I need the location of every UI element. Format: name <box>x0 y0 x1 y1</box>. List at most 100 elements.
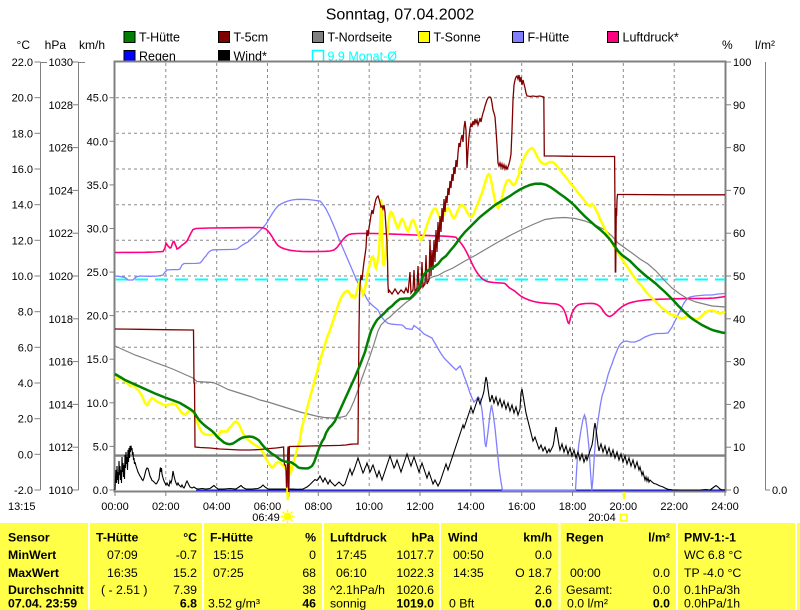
svg-text:02:00: 02:00 <box>152 501 180 513</box>
svg-text:0.0: 0.0 <box>93 485 108 497</box>
svg-text:hPa: hPa <box>45 38 67 52</box>
svg-text:80: 80 <box>733 143 745 155</box>
svg-text:O 18.7: O 18.7 <box>515 566 552 580</box>
svg-text:1020: 1020 <box>49 271 73 283</box>
svg-text:8.0: 8.0 <box>18 307 33 319</box>
svg-text:04:00: 04:00 <box>203 501 231 513</box>
svg-text:5.0: 5.0 <box>93 441 108 453</box>
svg-text:%: % <box>722 38 733 52</box>
svg-text:14:35: 14:35 <box>453 566 484 580</box>
svg-text:Wind*: Wind* <box>234 50 267 64</box>
svg-text:0.0: 0.0 <box>535 548 552 562</box>
svg-text:35.0: 35.0 <box>87 180 108 192</box>
svg-text:0.0: 0.0 <box>653 566 670 580</box>
svg-text:-2.0: -2.0 <box>14 485 33 497</box>
svg-text:1018: 1018 <box>49 314 73 326</box>
svg-text:16.0: 16.0 <box>12 164 33 176</box>
svg-text:1010: 1010 <box>49 485 73 497</box>
svg-text:PMV-1:-1: PMV-1:-1 <box>684 531 736 545</box>
svg-text:07.04. 23:59: 07.04. 23:59 <box>8 597 77 610</box>
svg-text:18.0: 18.0 <box>12 128 33 140</box>
svg-text:40.0: 40.0 <box>87 136 108 148</box>
svg-text:46: 46 <box>302 597 316 610</box>
svg-text:Regen: Regen <box>139 50 176 64</box>
svg-text:06:49: 06:49 <box>252 512 280 524</box>
svg-text:1016: 1016 <box>49 357 73 369</box>
svg-text:^2.1hPa/h: ^2.1hPa/h <box>330 583 385 597</box>
svg-text:6.8: 6.8 <box>180 597 197 610</box>
svg-text:16:35: 16:35 <box>107 566 138 580</box>
svg-text:10.0: 10.0 <box>87 398 108 410</box>
svg-text:07:25: 07:25 <box>213 566 244 580</box>
svg-text:Regen: Regen <box>566 531 604 545</box>
svg-text:Sensor: Sensor <box>8 531 50 545</box>
svg-text:0.0: 0.0 <box>18 449 33 461</box>
svg-text:3.52 g/m³: 3.52 g/m³ <box>208 597 260 610</box>
svg-text:10:00: 10:00 <box>355 501 383 513</box>
svg-text:16:00: 16:00 <box>508 501 536 513</box>
svg-text:00:00: 00:00 <box>101 501 129 513</box>
svg-text:30.0: 30.0 <box>87 224 108 236</box>
svg-text:T-Hütte: T-Hütte <box>96 531 139 545</box>
svg-text:10: 10 <box>733 442 745 454</box>
svg-text:MaxWert: MaxWert <box>8 566 59 580</box>
svg-text:1030: 1030 <box>49 57 73 69</box>
svg-text:22.0: 22.0 <box>12 57 33 69</box>
svg-text:1014: 1014 <box>49 399 73 411</box>
svg-text:T-Nordseite: T-Nordseite <box>328 31 393 45</box>
svg-text:20:04: 20:04 <box>588 512 616 524</box>
svg-text:TP -4.0 °C: TP -4.0 °C <box>684 566 741 580</box>
svg-text:100: 100 <box>733 57 751 69</box>
svg-text:40: 40 <box>733 314 745 326</box>
svg-text:km/h: km/h <box>523 531 552 545</box>
svg-text:T-5cm: T-5cm <box>234 31 269 45</box>
svg-text:1026: 1026 <box>49 143 73 155</box>
svg-text:30: 30 <box>733 357 745 369</box>
svg-text:22:00: 22:00 <box>660 501 688 513</box>
svg-text:T-Sonne: T-Sonne <box>434 31 481 45</box>
svg-text:0.0 l/m²: 0.0 l/m² <box>567 597 608 610</box>
svg-text:l/m²: l/m² <box>755 38 775 52</box>
svg-text:l/m²: l/m² <box>648 531 670 545</box>
svg-text:%: % <box>305 531 316 545</box>
svg-text:10.0: 10.0 <box>12 271 33 283</box>
svg-text:08:00: 08:00 <box>305 501 333 513</box>
svg-text:17:45: 17:45 <box>336 548 367 562</box>
svg-text:Gesamt:: Gesamt: <box>566 583 612 597</box>
svg-text:F-Hütte: F-Hütte <box>210 531 253 545</box>
svg-text:1022.3: 1022.3 <box>396 566 434 580</box>
svg-text:1022: 1022 <box>49 228 73 240</box>
svg-text:9.9 Monat-Ø: 9.9 Monat-Ø <box>328 50 398 64</box>
svg-text:25.0: 25.0 <box>87 267 108 279</box>
svg-text:°C: °C <box>183 531 197 545</box>
svg-text:38: 38 <box>302 583 316 597</box>
svg-text:1012: 1012 <box>49 442 73 454</box>
svg-text:00:00: 00:00 <box>570 566 601 580</box>
svg-text:70: 70 <box>733 185 745 197</box>
svg-text:1024: 1024 <box>49 185 73 197</box>
svg-text:-0.7: -0.7 <box>176 548 197 562</box>
svg-text:Wind: Wind <box>448 531 478 545</box>
svg-text:hPa: hPa <box>411 531 434 545</box>
svg-text:F-Hütte: F-Hütte <box>528 31 570 45</box>
svg-text:15:15: 15:15 <box>213 548 244 562</box>
svg-text:0.0: 0.0 <box>772 485 787 497</box>
svg-text:12.0: 12.0 <box>12 235 33 247</box>
svg-text:07:09: 07:09 <box>107 548 138 562</box>
svg-text:12:00: 12:00 <box>406 501 434 513</box>
svg-text:4.0: 4.0 <box>18 378 33 390</box>
svg-text:0.0: 0.0 <box>535 597 552 610</box>
svg-text:90: 90 <box>733 100 745 112</box>
svg-text:6.0: 6.0 <box>18 342 33 354</box>
svg-text:1019.0: 1019.0 <box>396 597 434 610</box>
svg-text:20.0: 20.0 <box>12 93 33 105</box>
svg-text:0.0: 0.0 <box>653 597 670 610</box>
svg-text:24:00: 24:00 <box>711 501 739 513</box>
svg-text:14:00: 14:00 <box>457 501 485 513</box>
svg-text:km/h: km/h <box>79 38 105 52</box>
svg-text:20: 20 <box>733 399 745 411</box>
svg-text:Luftdruck: Luftdruck <box>330 531 387 545</box>
svg-text:45.0: 45.0 <box>87 93 108 105</box>
svg-text:°C: °C <box>17 38 31 52</box>
svg-text:20:00: 20:00 <box>610 501 638 513</box>
